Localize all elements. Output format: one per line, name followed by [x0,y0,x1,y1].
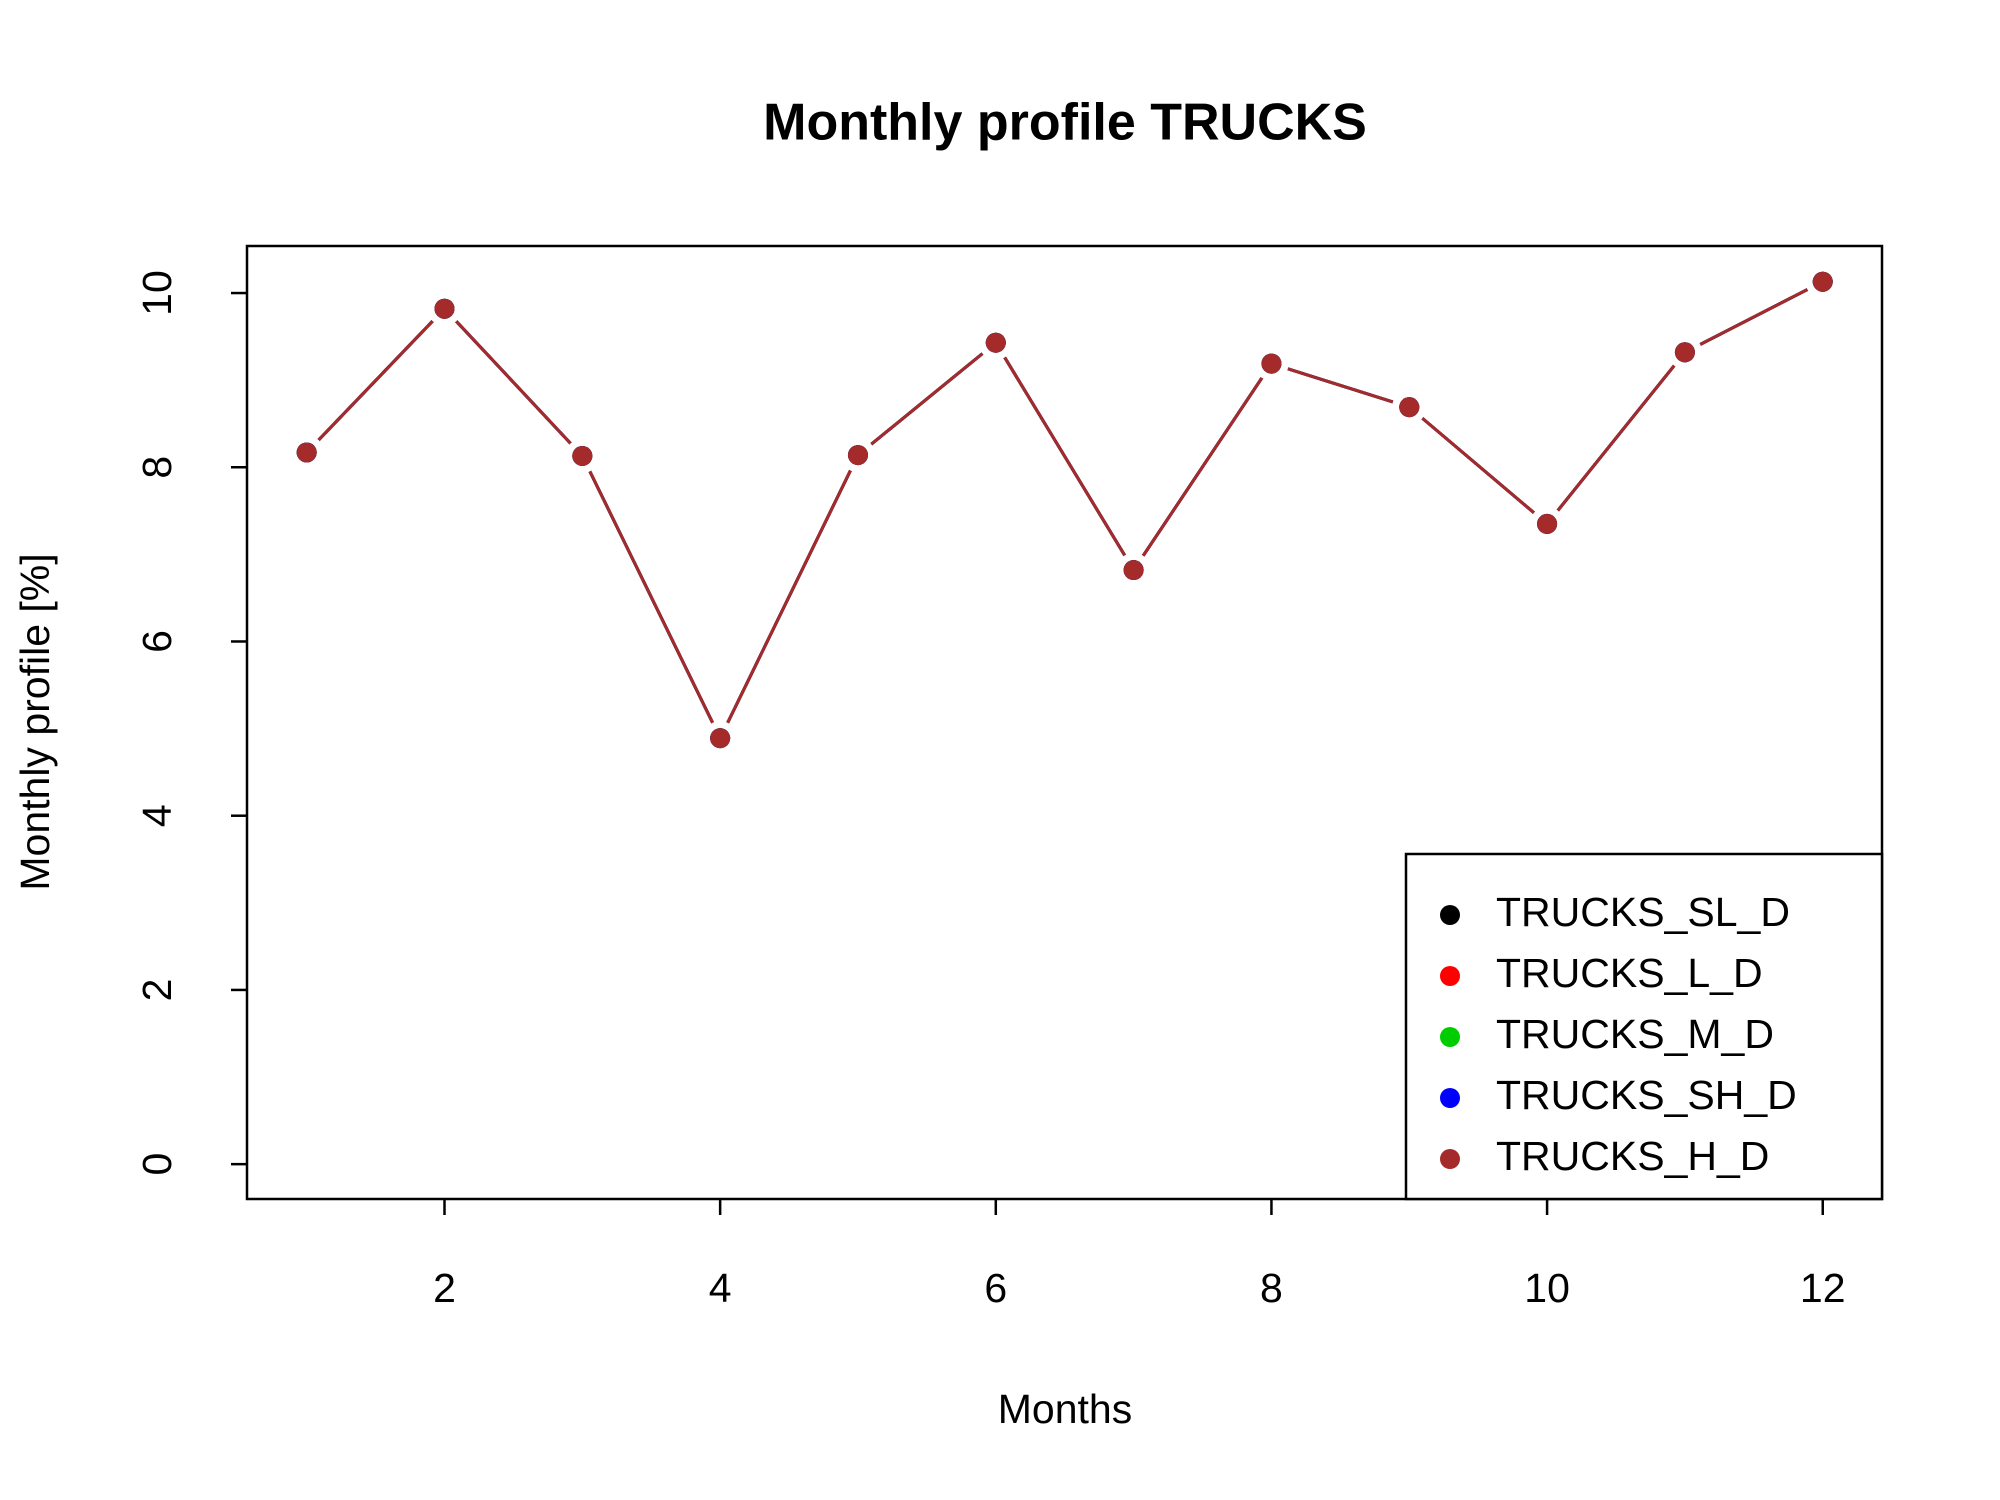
legend-label: TRUCKS_H_D [1496,1133,1769,1179]
y-tick-label: 4 [134,804,180,827]
series-line [305,280,1824,742]
x-tick-label: 6 [984,1265,1007,1311]
y-tick-label: 0 [134,1153,180,1176]
x-tick-label: 8 [1260,1265,1283,1311]
legend-label: TRUCKS_SL_D [1496,889,1790,935]
point [1537,513,1558,534]
point [1261,353,1282,374]
x-tick-label: 10 [1524,1265,1570,1311]
legend-swatch [1440,966,1460,986]
plot-frame [245,244,1884,1201]
y-tick-label: 2 [134,979,180,1002]
point [1812,271,1833,292]
legend-box [1404,852,1884,1201]
series-line [305,280,1824,742]
x-tick-label: 2 [433,1265,456,1311]
legend-label: TRUCKS_M_D [1496,1011,1774,1057]
series-line [305,280,1824,742]
legend-swatch [1440,1088,1460,1108]
y-tick-label: 8 [134,456,180,479]
point [1674,342,1695,363]
legend-label: TRUCKS_SH_D [1496,1072,1797,1118]
series-line [305,280,1824,742]
x-axis-label: Months [998,1386,1132,1432]
point [847,445,868,466]
y-axis-label: Monthly profile [%] [12,553,58,890]
point [434,298,455,319]
point [572,445,593,466]
legend-swatch [1440,905,1460,925]
x-tick-label: 12 [1800,1265,1846,1311]
point [1399,397,1420,418]
point [296,442,317,463]
x-tick-label: 4 [709,1265,732,1311]
y-tick-label: 6 [134,630,180,653]
legend-swatch [1440,1027,1460,1047]
point [710,728,731,749]
y-tick-label: 10 [134,270,180,316]
point [985,332,1006,353]
legend-swatch [1440,1149,1460,1169]
point [1123,560,1144,581]
series-line [305,280,1824,742]
legend-label: TRUCKS_L_D [1496,950,1763,996]
chart-title: Monthly profile TRUCKS [763,94,1367,152]
